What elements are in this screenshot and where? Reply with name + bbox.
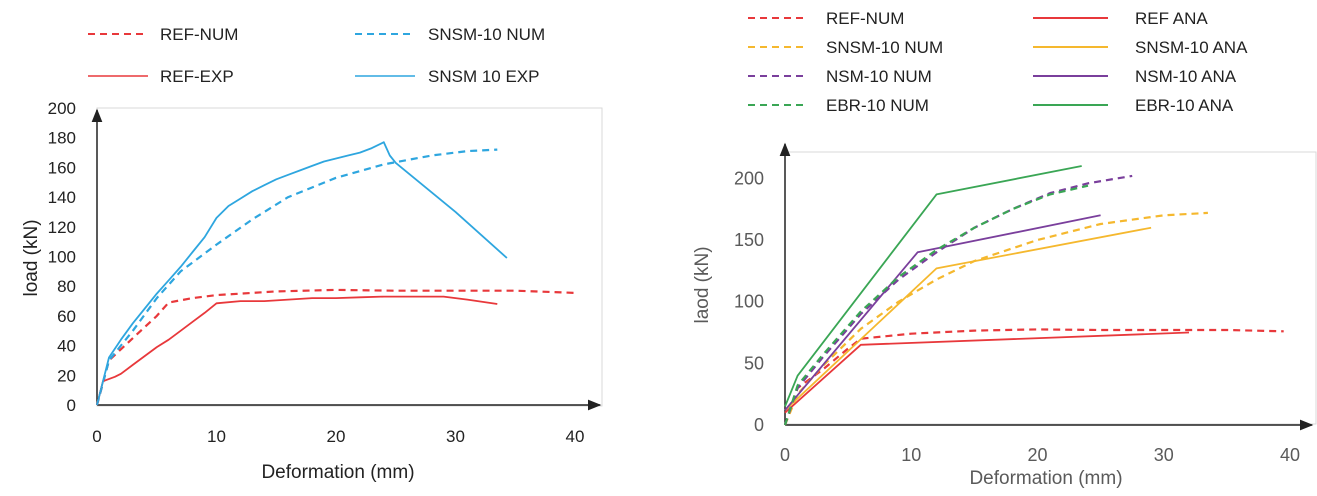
chart2-x-tick-label: 10 <box>901 445 921 465</box>
chart2-x-tick-labels: 0 10 20 30 40 <box>780 445 1300 465</box>
chart2-legend-label-1: REF ANA <box>1135 9 1208 28</box>
chart2-x-tick-label: 30 <box>1154 445 1174 465</box>
chart1-y-tick-label: 20 <box>57 366 76 385</box>
chart2-legend-label-3: SNSM-10 ANA <box>1135 38 1248 57</box>
chart2-series-line-0 <box>783 328 1284 426</box>
chart1-legend-entry-0: REF-NUM <box>88 25 238 44</box>
chart2-x-axis-title: Deformation (mm) <box>969 468 1122 489</box>
chart2-series <box>783 165 1284 426</box>
chart1-x-tick-labels: 0 10 20 30 40 <box>92 427 584 446</box>
chart2-legend-label-5: NSM-10 ANA <box>1135 67 1237 86</box>
chart2-series-line-7 <box>784 165 1082 407</box>
chart2-series-line-2 <box>783 211 1208 426</box>
chart1-y-tick-label: 160 <box>48 158 76 177</box>
chart1-legend-label-0: REF-NUM <box>160 25 238 44</box>
chart2-y-tick-label: 150 <box>734 230 764 250</box>
chart1-x-tick-label: 20 <box>327 427 346 446</box>
chart2-legend-entry-6: EBR-10 NUM <box>748 96 929 115</box>
chart1-y-tick-labels: 0 20 40 60 80 100 120 140 160 180 200 <box>48 99 76 415</box>
chart2-legend-label-7: EBR-10 ANA <box>1135 96 1234 115</box>
chart2-x-tick-label: 0 <box>780 445 790 465</box>
chart2-legend-label-6: EBR-10 NUM <box>826 96 929 115</box>
chart2-legend-entry-4: NSM-10 NUM <box>748 67 932 86</box>
chart1-y-tick-label: 100 <box>48 248 76 267</box>
chart1-y-tick-label: 40 <box>57 337 76 356</box>
chart1-y-axis-title: load (kN) <box>21 219 42 296</box>
chart2-series-line-3 <box>784 226 1152 411</box>
chart1-legend-label-2: REF-EXP <box>160 67 234 86</box>
chart2-legend-entry-7: EBR-10 ANA <box>1033 96 1234 115</box>
chart1-x-tick-label: 0 <box>92 427 101 446</box>
chart1-x-tick-label: 30 <box>446 427 465 446</box>
chart1-plot-frame <box>96 107 603 407</box>
chart2-y-tick-label: 50 <box>744 353 764 373</box>
chart1-legend-label-3: SNSM 10 EXP <box>428 67 540 86</box>
chart1-series-line-1 <box>95 148 498 406</box>
chart2-legend-entry-2: SNSM-10 NUM <box>748 38 943 57</box>
chart1-x-tick-label: 40 <box>566 427 585 446</box>
chart2-legend-label-2: SNSM-10 NUM <box>826 38 943 57</box>
chart1-legend-entry-3: SNSM 10 EXP <box>355 67 540 86</box>
chart1-y-tick-label: 180 <box>48 129 76 148</box>
chart2-y-tick-label: 0 <box>754 415 764 435</box>
chart2-y-tick-labels: 0 50 100 150 200 <box>734 168 764 435</box>
chart1-series <box>95 141 576 406</box>
chart1-y-tick-label: 140 <box>48 188 76 207</box>
chart1-legend-entry-1: SNSM-10 NUM <box>355 25 545 44</box>
chart2-y-tick-label: 200 <box>734 168 764 188</box>
chart2-legend-label-4: NSM-10 NUM <box>826 67 932 86</box>
chart1-legend-entry-2: REF-EXP <box>88 67 234 86</box>
chart2-series-line-1 <box>784 331 1190 414</box>
chart1-legend-label-1: SNSM-10 NUM <box>428 25 545 44</box>
chart2-x-tick-label: 20 <box>1027 445 1047 465</box>
chart2-legend-entry-1: REF ANA <box>1033 9 1208 28</box>
chart1-series-line-0 <box>95 288 576 406</box>
chart2-series-line-6 <box>783 184 1089 426</box>
chart1-series-line-3 <box>96 141 508 406</box>
chart2-y-tick-label: 100 <box>734 292 764 312</box>
chart2-series-line-4 <box>783 174 1133 426</box>
chart1-y-tick-label: 0 <box>67 396 76 415</box>
chart2-legend-entry-3: SNSM-10 ANA <box>1033 38 1248 57</box>
chart2-series-line-5 <box>784 214 1101 411</box>
chart2-legend-entry-0: REF-NUM <box>748 9 904 28</box>
chart2-y-axis-title: laod (kN) <box>692 246 713 323</box>
chart2-legend-label-0: REF-NUM <box>826 9 904 28</box>
chart2-x-tick-label: 40 <box>1280 445 1300 465</box>
chart2-legend-entry-5: NSM-10 ANA <box>1033 67 1237 86</box>
chart1-y-tick-label: 80 <box>57 277 76 296</box>
chart1-series-line-2 <box>96 295 498 406</box>
chart1-legend: REF-NUM SNSM-10 NUM REF-EXP SNSM 10 EXP <box>88 25 545 86</box>
chart2-legend: REF-NUM REF ANA SNSM-10 NUM SNSM-10 ANA … <box>748 9 1248 115</box>
chart1-y-tick-label: 120 <box>48 218 76 237</box>
chart1-x-axis-title: Deformation (mm) <box>261 462 414 483</box>
chart1-x-tick-label: 10 <box>207 427 226 446</box>
chart1-y-tick-label: 60 <box>57 307 76 326</box>
chart1-y-tick-label: 200 <box>48 99 76 118</box>
